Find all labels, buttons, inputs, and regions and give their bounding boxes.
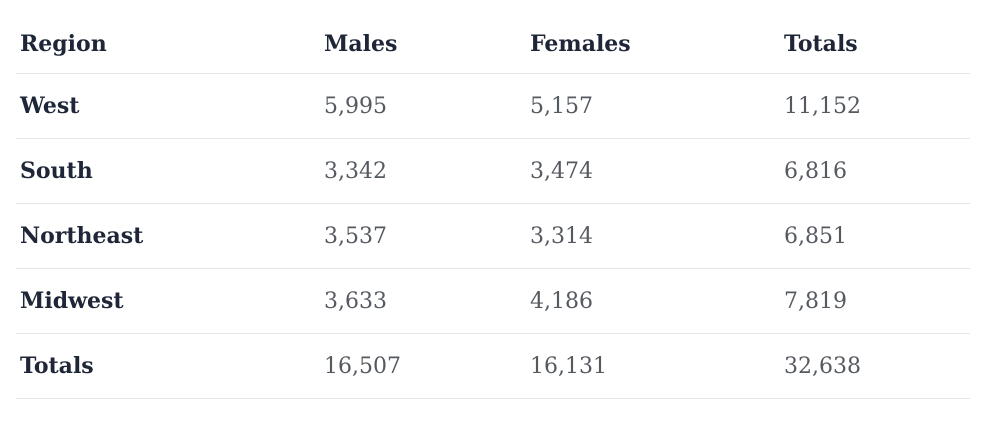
header-region: Region (16, 14, 320, 74)
header-males: Males (320, 14, 526, 74)
cell-females: 5,157 (526, 73, 780, 139)
table-row: West 5,995 5,157 11,152 (16, 73, 970, 139)
cell-totals: 11,152 (780, 73, 970, 139)
table-row: Northeast 3,537 3,314 6,851 (16, 203, 970, 269)
cell-region: Northeast (16, 203, 320, 269)
table-header-row: Region Males Females Totals (16, 14, 970, 74)
cell-females: 4,186 (526, 268, 780, 334)
cell-males: 3,633 (320, 268, 526, 334)
cell-males: 3,537 (320, 203, 526, 269)
table-row: South 3,342 3,474 6,816 (16, 138, 970, 204)
cell-males: 5,995 (320, 73, 526, 139)
cell-males: 16,507 (320, 333, 526, 399)
region-population-table: Region Males Females Totals West 5,995 5,1… (16, 14, 970, 399)
cell-totals: 32,638 (780, 333, 970, 399)
cell-region: Totals (16, 333, 320, 399)
cell-females: 3,314 (526, 203, 780, 269)
cell-females: 3,474 (526, 138, 780, 204)
table-row: Midwest 3,633 4,186 7,819 (16, 268, 970, 334)
table-row: Totals 16,507 16,131 32,638 (16, 333, 970, 399)
cell-region: South (16, 138, 320, 204)
cell-region: West (16, 73, 320, 139)
cell-females: 16,131 (526, 333, 780, 399)
cell-totals: 6,816 (780, 138, 970, 204)
cell-totals: 7,819 (780, 268, 970, 334)
header-females: Females (526, 14, 780, 74)
cell-region: Midwest (16, 268, 320, 334)
header-totals: Totals (780, 14, 970, 74)
cell-males: 3,342 (320, 138, 526, 204)
cell-totals: 6,851 (780, 203, 970, 269)
